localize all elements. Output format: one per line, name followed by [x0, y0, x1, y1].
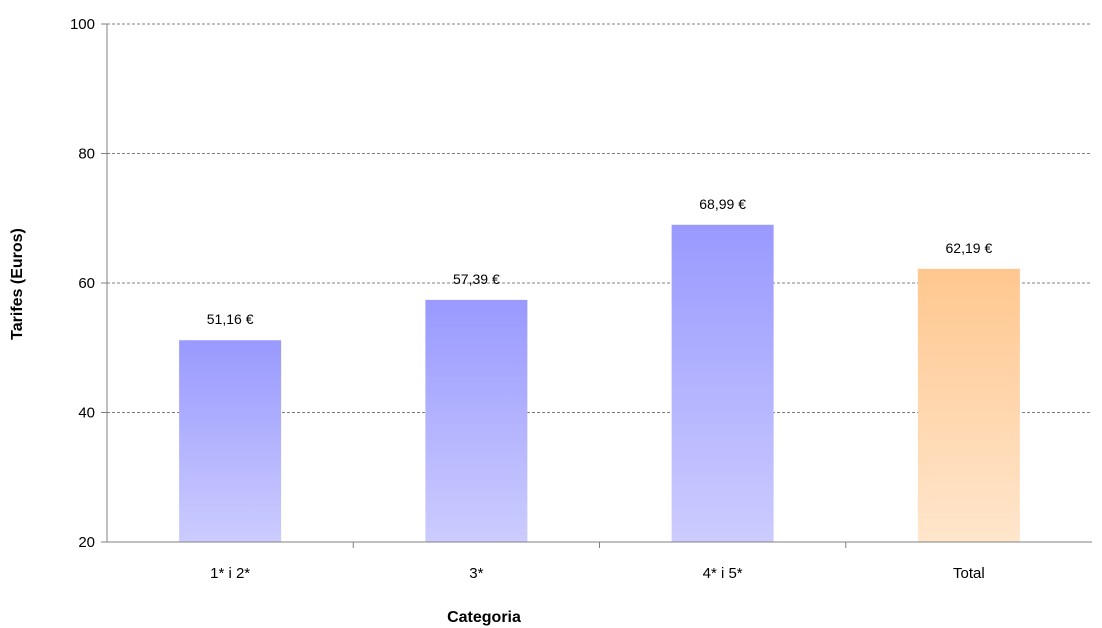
- bar-1: [425, 299, 528, 542]
- data-label: 57,39 €: [453, 271, 500, 287]
- y-tick-label: 40: [78, 405, 95, 422]
- y-tick-label: 80: [78, 146, 95, 163]
- axes: 20 40 60 80 100 1* i 2* 3* 4* i 5* Total: [70, 16, 1092, 582]
- x-tick-label: 1* i 2*: [210, 565, 250, 582]
- data-labels: 51,16 € 57,39 € 68,99 € 62,19 €: [207, 196, 993, 327]
- bar-3: [917, 268, 1020, 542]
- x-tick-label: Total: [953, 565, 985, 582]
- y-tick-label: 20: [78, 534, 95, 551]
- data-label: 62,19 €: [946, 240, 993, 256]
- x-tick-label: 3*: [469, 565, 483, 582]
- y-axis-title: Tarifes (Euros): [9, 228, 26, 340]
- x-axis-title: Categoria: [447, 609, 521, 626]
- bar-2: [671, 224, 774, 543]
- bar-0: [179, 340, 282, 542]
- y-tick-label: 60: [78, 275, 95, 292]
- x-tick-label: 4* i 5*: [703, 565, 743, 582]
- y-tick-label: 100: [70, 16, 95, 33]
- bars: [179, 224, 1020, 543]
- data-label: 51,16 €: [207, 311, 254, 327]
- data-label: 68,99 €: [699, 196, 746, 212]
